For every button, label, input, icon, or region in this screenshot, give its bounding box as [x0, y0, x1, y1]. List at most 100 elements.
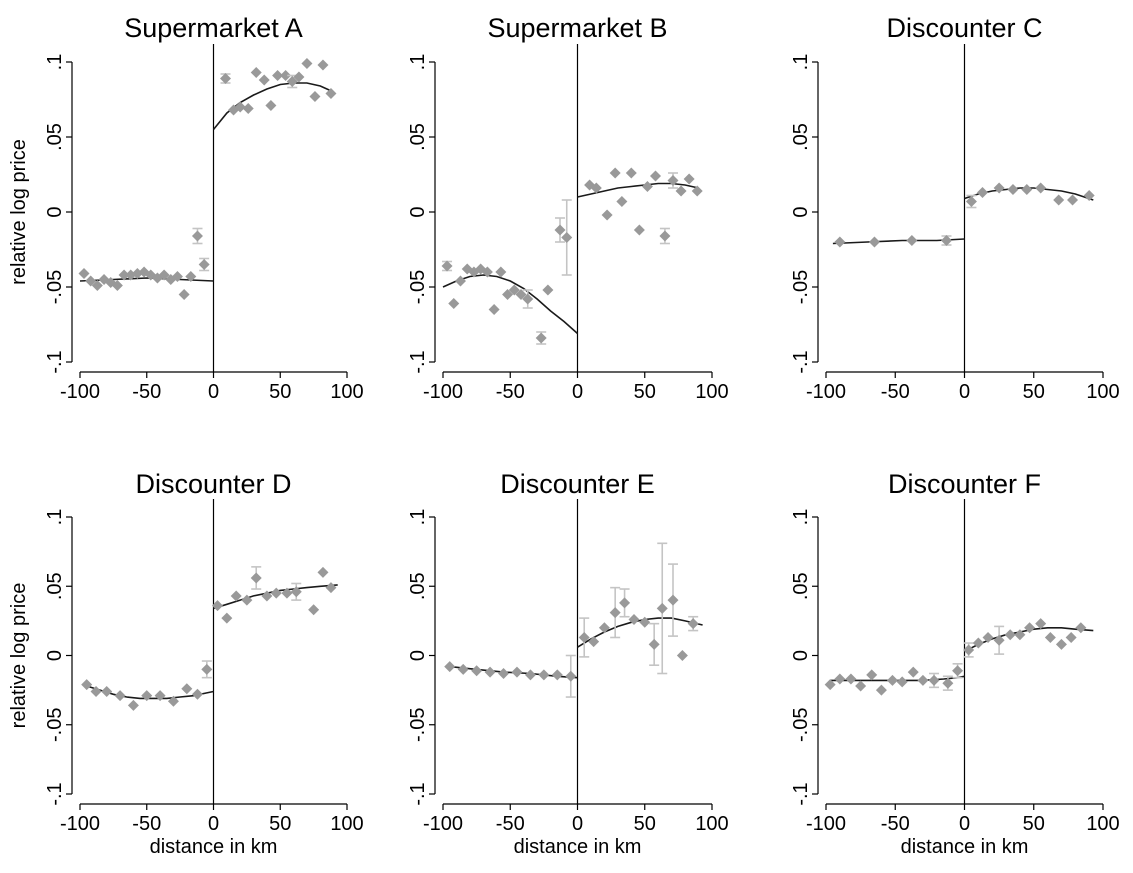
data-point — [498, 668, 510, 680]
data-point — [609, 167, 621, 179]
data-point — [598, 622, 610, 634]
data-point — [676, 650, 688, 661]
data-point — [118, 269, 130, 281]
x-tick-label: 50 — [634, 813, 656, 835]
data-point — [448, 298, 460, 309]
y-tick-label: -.1 — [407, 782, 429, 805]
data-point — [141, 690, 153, 702]
x-tick-label: 100 — [330, 381, 363, 403]
data-point — [265, 100, 277, 111]
x-tick-label: 50 — [634, 381, 656, 403]
data-point — [167, 695, 179, 707]
data-point — [201, 663, 213, 675]
y-tick-label: 0 — [790, 650, 812, 661]
data-point — [972, 637, 984, 649]
data-point — [578, 631, 590, 643]
data-point — [886, 674, 898, 686]
x-tick-label: -50 — [881, 813, 910, 835]
y-tick-label: .05 — [790, 123, 812, 151]
data-point — [1024, 622, 1036, 634]
x-tick-label: 0 — [208, 813, 219, 835]
data-point — [308, 604, 320, 616]
x-tick-label: 100 — [330, 813, 363, 835]
data-point — [963, 644, 975, 656]
data-point — [325, 582, 337, 594]
data-point — [522, 293, 534, 305]
y-tick-label: 0 — [790, 206, 812, 217]
x-axis-label: distance in km — [514, 836, 642, 858]
data-point — [650, 170, 662, 182]
data-point — [538, 669, 550, 681]
data-point — [488, 304, 500, 315]
fit-line-right — [964, 627, 1094, 653]
data-point — [191, 230, 203, 242]
data-point — [127, 699, 139, 711]
data-point — [309, 91, 321, 102]
data-point — [495, 266, 507, 278]
data-point — [191, 688, 203, 700]
panel-5: Discounter E -.1 -.05 0 .05 .1 -100 -50 0 50 100 di… — [407, 469, 729, 858]
data-point — [590, 182, 602, 194]
data-point — [535, 332, 547, 344]
data-point — [317, 59, 329, 71]
data-point — [502, 289, 514, 300]
data-point — [212, 600, 224, 612]
panel-1: Supermarket A -.1 -.05 0 .05 .1 -100 -50 0 50 100 r… — [8, 13, 364, 403]
data-point — [198, 259, 210, 270]
data-point — [633, 224, 645, 236]
data-point — [868, 236, 880, 248]
panel-6: Discounter F -.1 -.05 0 .05 .1 -100 -50 0 50 100 di… — [790, 469, 1120, 858]
data-point — [667, 175, 679, 186]
data-point — [241, 594, 253, 606]
data-point — [588, 636, 600, 648]
data-point — [1067, 194, 1079, 206]
y-tick-label: 0 — [44, 650, 66, 661]
data-point — [90, 686, 102, 698]
data-point — [234, 101, 246, 113]
data-point — [181, 683, 193, 695]
fit-line-right — [577, 182, 699, 198]
x-axis-label: distance in km — [150, 836, 278, 858]
y-tick-label: 0 — [44, 206, 66, 217]
x-tick-label: -50 — [496, 381, 525, 403]
data-point — [565, 670, 577, 682]
data-point — [457, 663, 469, 675]
y-tick-label: -.1 — [407, 350, 429, 373]
data-point — [242, 103, 254, 114]
data-point — [281, 587, 293, 599]
data-point — [454, 275, 466, 287]
panel-3: Discounter C -.1 -.05 0 .05 .1 -100 -50 0 50 100 — [790, 13, 1120, 403]
y-tick-label: .1 — [790, 509, 812, 526]
data-point — [178, 289, 190, 300]
panel-title: Discounter C — [886, 13, 1042, 43]
data-point — [221, 612, 233, 624]
data-point — [687, 618, 699, 630]
y-tick-label: .1 — [44, 54, 66, 71]
x-tick-label: -50 — [132, 381, 161, 403]
data-point — [917, 674, 929, 686]
y-tick-label: -.05 — [407, 708, 429, 742]
x-tick-label: -50 — [132, 813, 161, 835]
x-tick-label: 100 — [695, 813, 728, 835]
data-point — [515, 289, 527, 300]
data-point — [441, 260, 453, 272]
panel-title: Supermarket B — [487, 13, 667, 43]
data-point — [1004, 629, 1016, 641]
data-point — [293, 71, 305, 83]
x-tick-label: 0 — [959, 813, 970, 835]
data-point — [1055, 638, 1067, 650]
data-point — [952, 665, 964, 677]
data-point — [471, 665, 483, 677]
data-point — [667, 594, 679, 606]
y-tick-label: 0 — [407, 206, 429, 217]
y-tick-label: .05 — [790, 572, 812, 600]
x-tick-label: 100 — [695, 381, 728, 403]
y-tick-label: -.1 — [790, 350, 812, 373]
data-point — [942, 677, 954, 689]
x-tick-label: 0 — [572, 813, 583, 835]
data-point — [524, 669, 536, 681]
panel-4: Discounter D -.1 -.05 0 .05 .1 -100 -50 0 50 100 re… — [8, 469, 364, 858]
data-point — [286, 76, 298, 87]
data-point — [185, 271, 197, 282]
x-tick-label: 0 — [572, 381, 583, 403]
